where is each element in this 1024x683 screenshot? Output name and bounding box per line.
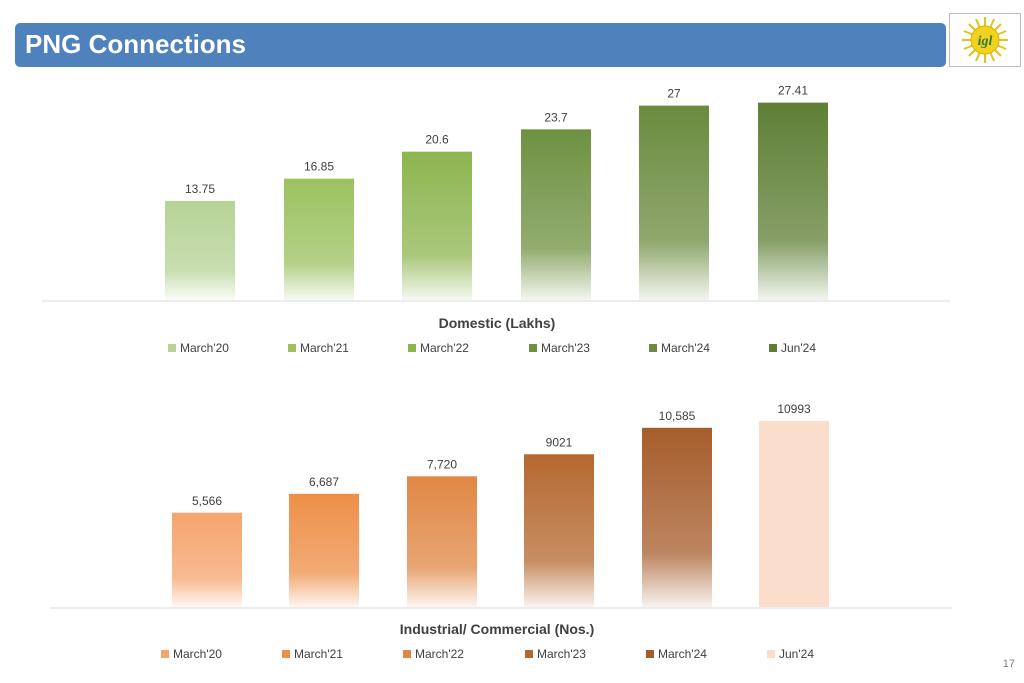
domestic-legend-swatch-0 — [168, 344, 176, 352]
domestic-legend-swatch-3 — [529, 344, 537, 352]
domestic-legend-swatch-4 — [649, 344, 657, 352]
industrial-legend-swatch-1 — [282, 650, 290, 658]
domestic-bar-0 — [165, 201, 235, 300]
domestic-legend-swatch-5 — [769, 344, 777, 352]
industrial-legend-label-0: March'20 — [173, 647, 222, 661]
domestic-bar-1 — [284, 178, 354, 300]
domestic-legend-swatch-2 — [408, 344, 416, 352]
industrial-data-label-1: 6,687 — [309, 475, 339, 489]
logo-text: igl — [978, 34, 993, 49]
title-bar: PNG Connections — [15, 23, 946, 67]
domestic-legend-label-3: March'23 — [541, 341, 590, 355]
industrial-bar-2 — [407, 476, 477, 607]
industrial-commercial-chart: 5,566 6,687 7,720 9021 10,585 10993 Industrial… — [50, 402, 952, 661]
domestic-legend-label-5: Jun'24 — [781, 341, 816, 355]
industrial-legend-label-5: Jun'24 — [779, 647, 814, 661]
domestic-data-label-4: 27 — [667, 87, 681, 101]
industrial-bar-0 — [172, 512, 242, 607]
industrial-legend-label-4: March'24 — [658, 647, 707, 661]
domestic-bar-4 — [639, 105, 709, 300]
industrial-legend-swatch-0 — [161, 650, 169, 658]
page-title: PNG Connections — [25, 29, 247, 59]
domestic-bar-5 — [758, 102, 828, 300]
industrial-legend-swatch-4 — [646, 650, 654, 658]
domestic-chart-title: Domestic (Lakhs) — [439, 315, 556, 331]
industrial-bar-4 — [642, 427, 712, 607]
industrial-legend-swatch-5 — [767, 650, 775, 658]
industrial-legend-label-2: March'22 — [415, 647, 464, 661]
domestic-data-label-5: 27.41 — [778, 84, 808, 98]
industrial-data-label-2: 7,720 — [427, 457, 457, 471]
industrial-legend-swatch-2 — [403, 650, 411, 658]
domestic-legend-label-2: March'22 — [420, 341, 469, 355]
domestic-data-label-1: 16.85 — [304, 160, 334, 174]
domestic-chart: 13.75 16.85 20.6 23.7 27 27.41 Domestic (Lakhs… — [42, 84, 950, 355]
industrial-chart-title: Industrial/ Commercial (Nos.) — [400, 621, 594, 637]
domestic-legend-label-4: March'24 — [661, 341, 710, 355]
domestic-bar-2 — [402, 151, 472, 300]
domestic-data-label-3: 23.7 — [544, 110, 568, 124]
industrial-bar-3 — [524, 454, 594, 607]
industrial-data-label-3: 9021 — [546, 435, 573, 449]
industrial-data-label-4: 10,585 — [659, 409, 696, 423]
industrial-bar-1 — [289, 493, 359, 607]
industrial-legend-label-3: March'23 — [537, 647, 586, 661]
industrial-legend-swatch-3 — [525, 650, 533, 658]
domestic-legend-label-0: March'20 — [180, 341, 229, 355]
industrial-data-label-0: 5,566 — [192, 494, 222, 508]
domestic-data-label-0: 13.75 — [185, 182, 215, 196]
industrial-bar-5 — [759, 420, 829, 607]
igl-logo: igl — [949, 13, 1021, 67]
igl-sun-logo-icon: igl — [962, 17, 1008, 63]
domestic-bar-3 — [521, 129, 591, 300]
industrial-data-label-5: 10993 — [777, 402, 811, 416]
domestic-legend-label-1: March'21 — [300, 341, 349, 355]
domestic-legend-swatch-1 — [288, 344, 296, 352]
domestic-data-label-2: 20.6 — [425, 133, 449, 147]
industrial-legend-label-1: March'21 — [294, 647, 343, 661]
page-number: 17 — [1002, 658, 1015, 670]
